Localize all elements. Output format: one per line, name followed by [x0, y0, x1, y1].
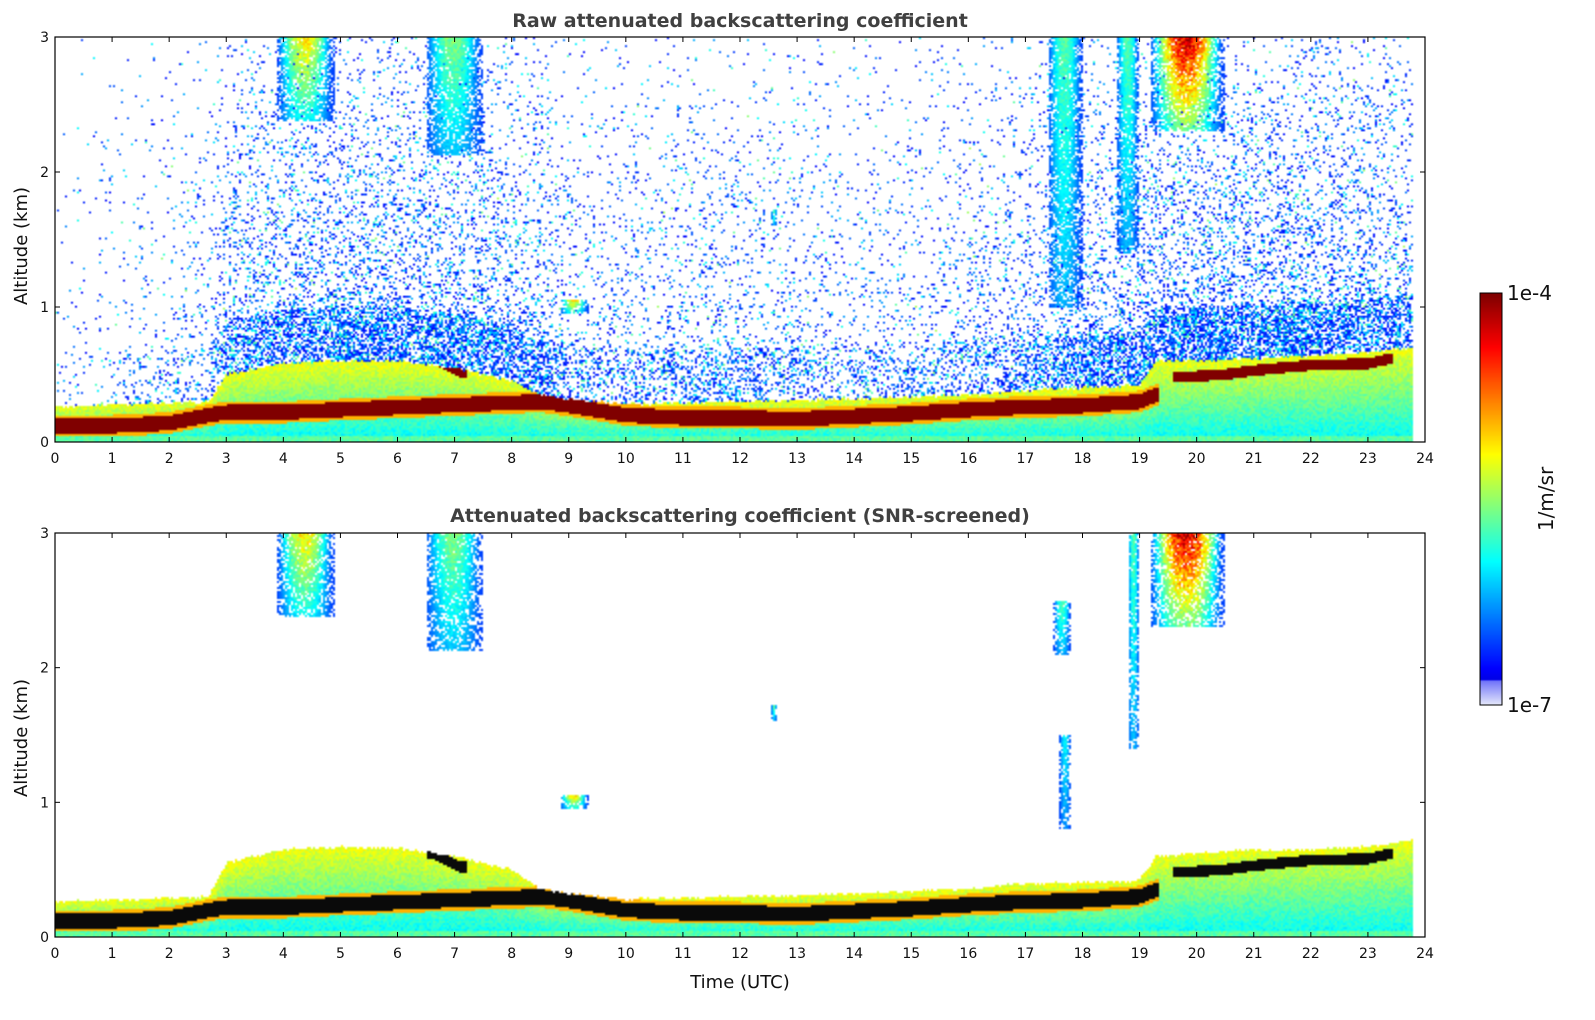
y-tick-label: 0 [40, 930, 49, 946]
x-tick-label: 19 [1131, 946, 1149, 962]
raw-axis-ticks: 0 1 2 3 4 5 6 7 8 9 10 11 12 13 14 15 16 17 18 19 20 21 22 23 24… [40, 30, 1434, 467]
x-tick-label: 6 [393, 946, 402, 962]
x-tick-label: 20 [1188, 946, 1206, 962]
y-tick-label: 3 [40, 526, 49, 542]
x-tick-label: 24 [1416, 451, 1434, 467]
y-tick-label: 0 [40, 435, 49, 451]
x-tick-label: 21 [1245, 946, 1263, 962]
colorbar-units-label: 1/m/sr [1534, 466, 1558, 531]
raw-panel-ylabel: Altitude (km) [11, 187, 32, 305]
x-tick-label: 13 [788, 451, 806, 467]
screened-panel-title: Attenuated backscattering coefficient (S… [450, 505, 1030, 527]
x-tick-label: 0 [51, 451, 60, 467]
x-tick-label: 9 [564, 451, 573, 467]
x-tick-label: 3 [222, 451, 231, 467]
y-tick-label: 1 [40, 300, 49, 316]
x-tick-label: 10 [617, 451, 635, 467]
x-tick-label: 23 [1359, 946, 1377, 962]
x-tick-label: 12 [731, 451, 749, 467]
y-tick-label: 1 [40, 795, 49, 811]
screened-panel-xlabel: Time (UTC) [689, 972, 790, 993]
x-tick-label: 4 [279, 451, 288, 467]
colorbar-min-label: 1e-7 [1507, 693, 1552, 717]
x-tick-label: 9 [564, 946, 573, 962]
x-tick-label: 24 [1416, 946, 1434, 962]
x-tick-label: 10 [617, 946, 635, 962]
x-tick-label: 11 [674, 451, 692, 467]
screened-heatmap-image [55, 533, 1425, 937]
screened-axis-ticks: 0 1 2 3 4 5 6 7 8 9 10 11 12 13 14 15 16 17 18 19 20 21 22 23 24… [40, 526, 1434, 962]
x-tick-label: 8 [507, 451, 516, 467]
screened-panel: Attenuated backscattering coefficient (S… [11, 505, 1434, 993]
x-tick-label: 8 [507, 946, 516, 962]
x-tick-label: 12 [731, 946, 749, 962]
x-tick-label: 14 [845, 451, 863, 467]
x-tick-label: 11 [674, 946, 692, 962]
x-tick-label: 18 [1074, 451, 1092, 467]
x-tick-label: 19 [1131, 451, 1149, 467]
x-tick-label: 23 [1359, 451, 1377, 467]
x-tick-label: 15 [902, 451, 920, 467]
x-tick-label: 5 [336, 451, 345, 467]
x-tick-label: 20 [1188, 451, 1206, 467]
colorbar: 1e-4 1e-7 1/m/sr [1479, 281, 1558, 717]
x-tick-label: 22 [1302, 946, 1320, 962]
y-tick-label: 3 [40, 30, 49, 46]
x-tick-label: 4 [279, 946, 288, 962]
x-tick-label: 16 [959, 946, 977, 962]
raw-panel: Raw attenuated backscattering coefficien… [11, 10, 1434, 467]
colorbar-frame [1479, 292, 1503, 706]
y-tick-label: 2 [40, 661, 49, 677]
x-tick-label: 7 [450, 946, 459, 962]
x-tick-label: 21 [1245, 451, 1263, 467]
colorbar-gradient [1480, 293, 1502, 705]
x-tick-label: 3 [222, 946, 231, 962]
x-tick-label: 1 [108, 451, 117, 467]
x-tick-label: 0 [51, 946, 60, 962]
x-tick-label: 18 [1074, 946, 1092, 962]
x-tick-label: 2 [165, 946, 174, 962]
screened-panel-ylabel: Altitude (km) [11, 679, 32, 797]
x-tick-label: 17 [1017, 451, 1035, 467]
x-tick-label: 5 [336, 946, 345, 962]
colorbar-max-label: 1e-4 [1507, 281, 1552, 305]
raw-heatmap-image [55, 37, 1425, 442]
x-tick-label: 16 [959, 451, 977, 467]
x-tick-label: 14 [845, 946, 863, 962]
x-tick-label: 22 [1302, 451, 1320, 467]
x-tick-label: 15 [902, 946, 920, 962]
raw-panel-title: Raw attenuated backscattering coefficien… [512, 10, 968, 32]
x-tick-label: 2 [165, 451, 174, 467]
x-tick-label: 7 [450, 451, 459, 467]
x-tick-label: 13 [788, 946, 806, 962]
x-tick-label: 17 [1017, 946, 1035, 962]
x-tick-label: 6 [393, 451, 402, 467]
y-tick-label: 2 [40, 165, 49, 181]
x-tick-label: 1 [108, 946, 117, 962]
